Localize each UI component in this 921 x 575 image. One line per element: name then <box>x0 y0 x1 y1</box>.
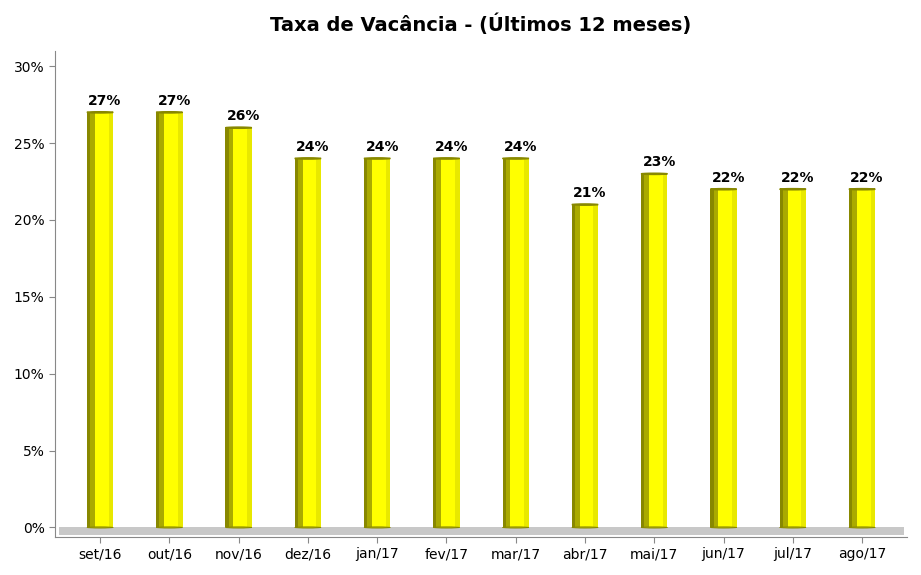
Bar <box>95 112 109 527</box>
Bar <box>593 205 598 527</box>
Bar <box>849 189 852 527</box>
Bar <box>510 159 524 527</box>
Bar <box>157 112 159 527</box>
Bar <box>787 189 801 527</box>
Bar <box>159 112 164 527</box>
Bar <box>710 189 714 527</box>
Ellipse shape <box>503 527 529 528</box>
Ellipse shape <box>161 112 178 113</box>
Ellipse shape <box>572 527 598 528</box>
Bar <box>437 159 441 527</box>
Bar <box>718 189 732 527</box>
Bar <box>857 189 870 527</box>
Bar <box>780 189 783 527</box>
Ellipse shape <box>433 527 460 528</box>
Bar <box>109 112 113 527</box>
Text: 23%: 23% <box>643 155 676 170</box>
Bar <box>852 189 857 527</box>
Text: 27%: 27% <box>157 94 191 108</box>
Text: 22%: 22% <box>712 171 745 185</box>
Text: 26%: 26% <box>227 109 261 123</box>
Ellipse shape <box>849 189 875 190</box>
Bar <box>663 174 668 527</box>
Ellipse shape <box>780 189 806 190</box>
Bar <box>575 205 579 527</box>
Bar <box>228 128 233 527</box>
Ellipse shape <box>157 112 182 113</box>
Text: 24%: 24% <box>297 140 330 154</box>
Ellipse shape <box>299 158 316 159</box>
Ellipse shape <box>87 527 113 528</box>
Ellipse shape <box>849 527 875 528</box>
Bar <box>433 159 437 527</box>
Ellipse shape <box>369 158 385 159</box>
Ellipse shape <box>438 158 455 159</box>
Bar <box>386 159 391 527</box>
Ellipse shape <box>641 527 668 528</box>
Text: 22%: 22% <box>850 171 884 185</box>
Text: 27%: 27% <box>88 94 122 108</box>
Ellipse shape <box>364 158 391 159</box>
Ellipse shape <box>433 158 460 159</box>
Ellipse shape <box>157 527 182 528</box>
Bar <box>295 159 297 527</box>
Bar <box>178 112 182 527</box>
Bar <box>316 159 321 527</box>
Ellipse shape <box>854 189 870 190</box>
Ellipse shape <box>641 173 668 174</box>
Bar <box>572 205 575 527</box>
Bar <box>303 159 316 527</box>
Bar <box>579 205 593 527</box>
Bar <box>714 189 718 527</box>
Text: 21%: 21% <box>573 186 607 200</box>
Bar <box>649 174 663 527</box>
Bar <box>801 189 806 527</box>
Ellipse shape <box>785 189 801 190</box>
Ellipse shape <box>716 189 731 190</box>
Bar <box>870 189 875 527</box>
Bar <box>164 112 178 527</box>
Bar <box>247 128 251 527</box>
Ellipse shape <box>507 158 524 159</box>
Ellipse shape <box>710 527 737 528</box>
Text: 24%: 24% <box>504 140 538 154</box>
Bar <box>783 189 787 527</box>
Text: 24%: 24% <box>366 140 399 154</box>
Bar <box>441 159 455 527</box>
Ellipse shape <box>295 527 321 528</box>
Ellipse shape <box>230 127 247 128</box>
Bar <box>641 174 645 527</box>
Bar <box>87 112 90 527</box>
Title: Taxa de Vacância - (Últimos 12 meses): Taxa de Vacância - (Últimos 12 meses) <box>271 14 692 36</box>
Bar <box>90 112 95 527</box>
Bar <box>524 159 529 527</box>
Bar <box>59 527 904 535</box>
Bar <box>367 159 372 527</box>
Ellipse shape <box>92 112 109 113</box>
Ellipse shape <box>710 189 737 190</box>
Ellipse shape <box>780 527 806 528</box>
Text: 22%: 22% <box>781 171 814 185</box>
Bar <box>503 159 506 527</box>
Ellipse shape <box>572 204 598 205</box>
Bar <box>732 189 737 527</box>
Bar <box>455 159 460 527</box>
Ellipse shape <box>295 158 321 159</box>
Bar <box>233 128 247 527</box>
Bar <box>364 159 367 527</box>
Bar <box>226 128 228 527</box>
Bar <box>506 159 510 527</box>
Ellipse shape <box>503 158 529 159</box>
Ellipse shape <box>87 112 113 113</box>
Ellipse shape <box>577 204 593 205</box>
Bar <box>645 174 649 527</box>
Text: 24%: 24% <box>435 140 468 154</box>
Ellipse shape <box>226 127 251 128</box>
Ellipse shape <box>364 527 391 528</box>
Ellipse shape <box>226 527 251 528</box>
Bar <box>372 159 386 527</box>
Bar <box>297 159 303 527</box>
